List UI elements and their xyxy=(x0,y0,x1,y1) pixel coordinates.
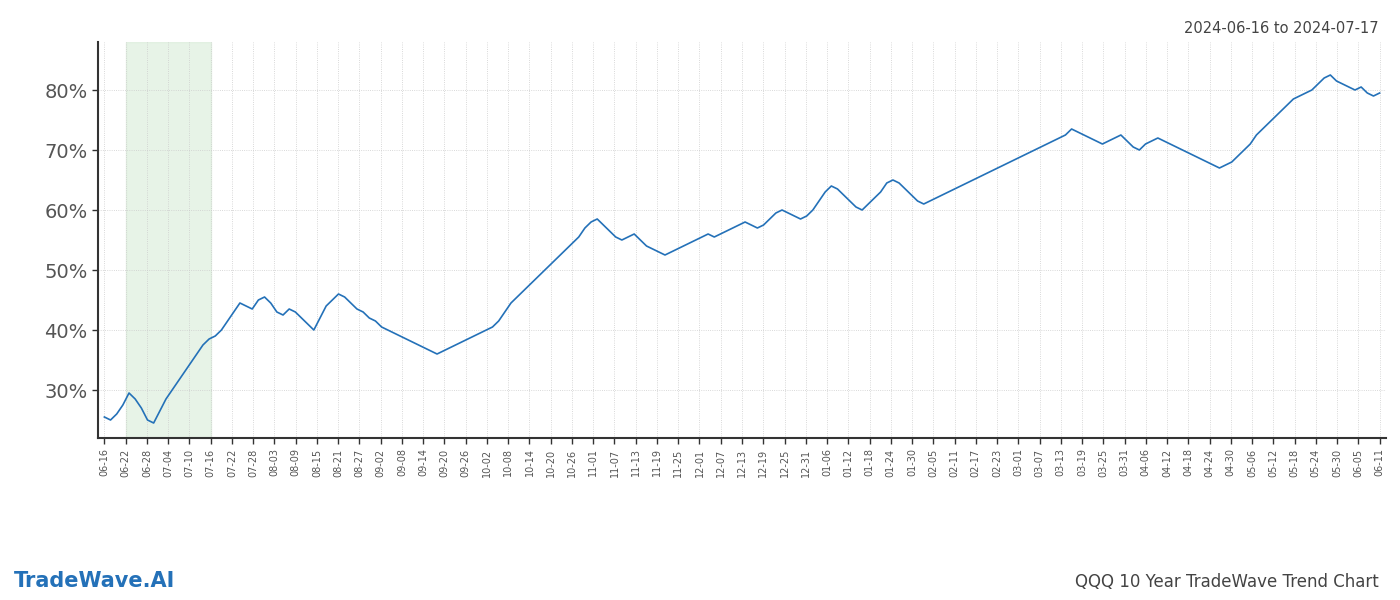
Text: QQQ 10 Year TradeWave Trend Chart: QQQ 10 Year TradeWave Trend Chart xyxy=(1075,573,1379,591)
Text: TradeWave.AI: TradeWave.AI xyxy=(14,571,175,591)
Bar xyxy=(126,42,210,438)
Text: 2024-06-16 to 2024-07-17: 2024-06-16 to 2024-07-17 xyxy=(1184,21,1379,36)
